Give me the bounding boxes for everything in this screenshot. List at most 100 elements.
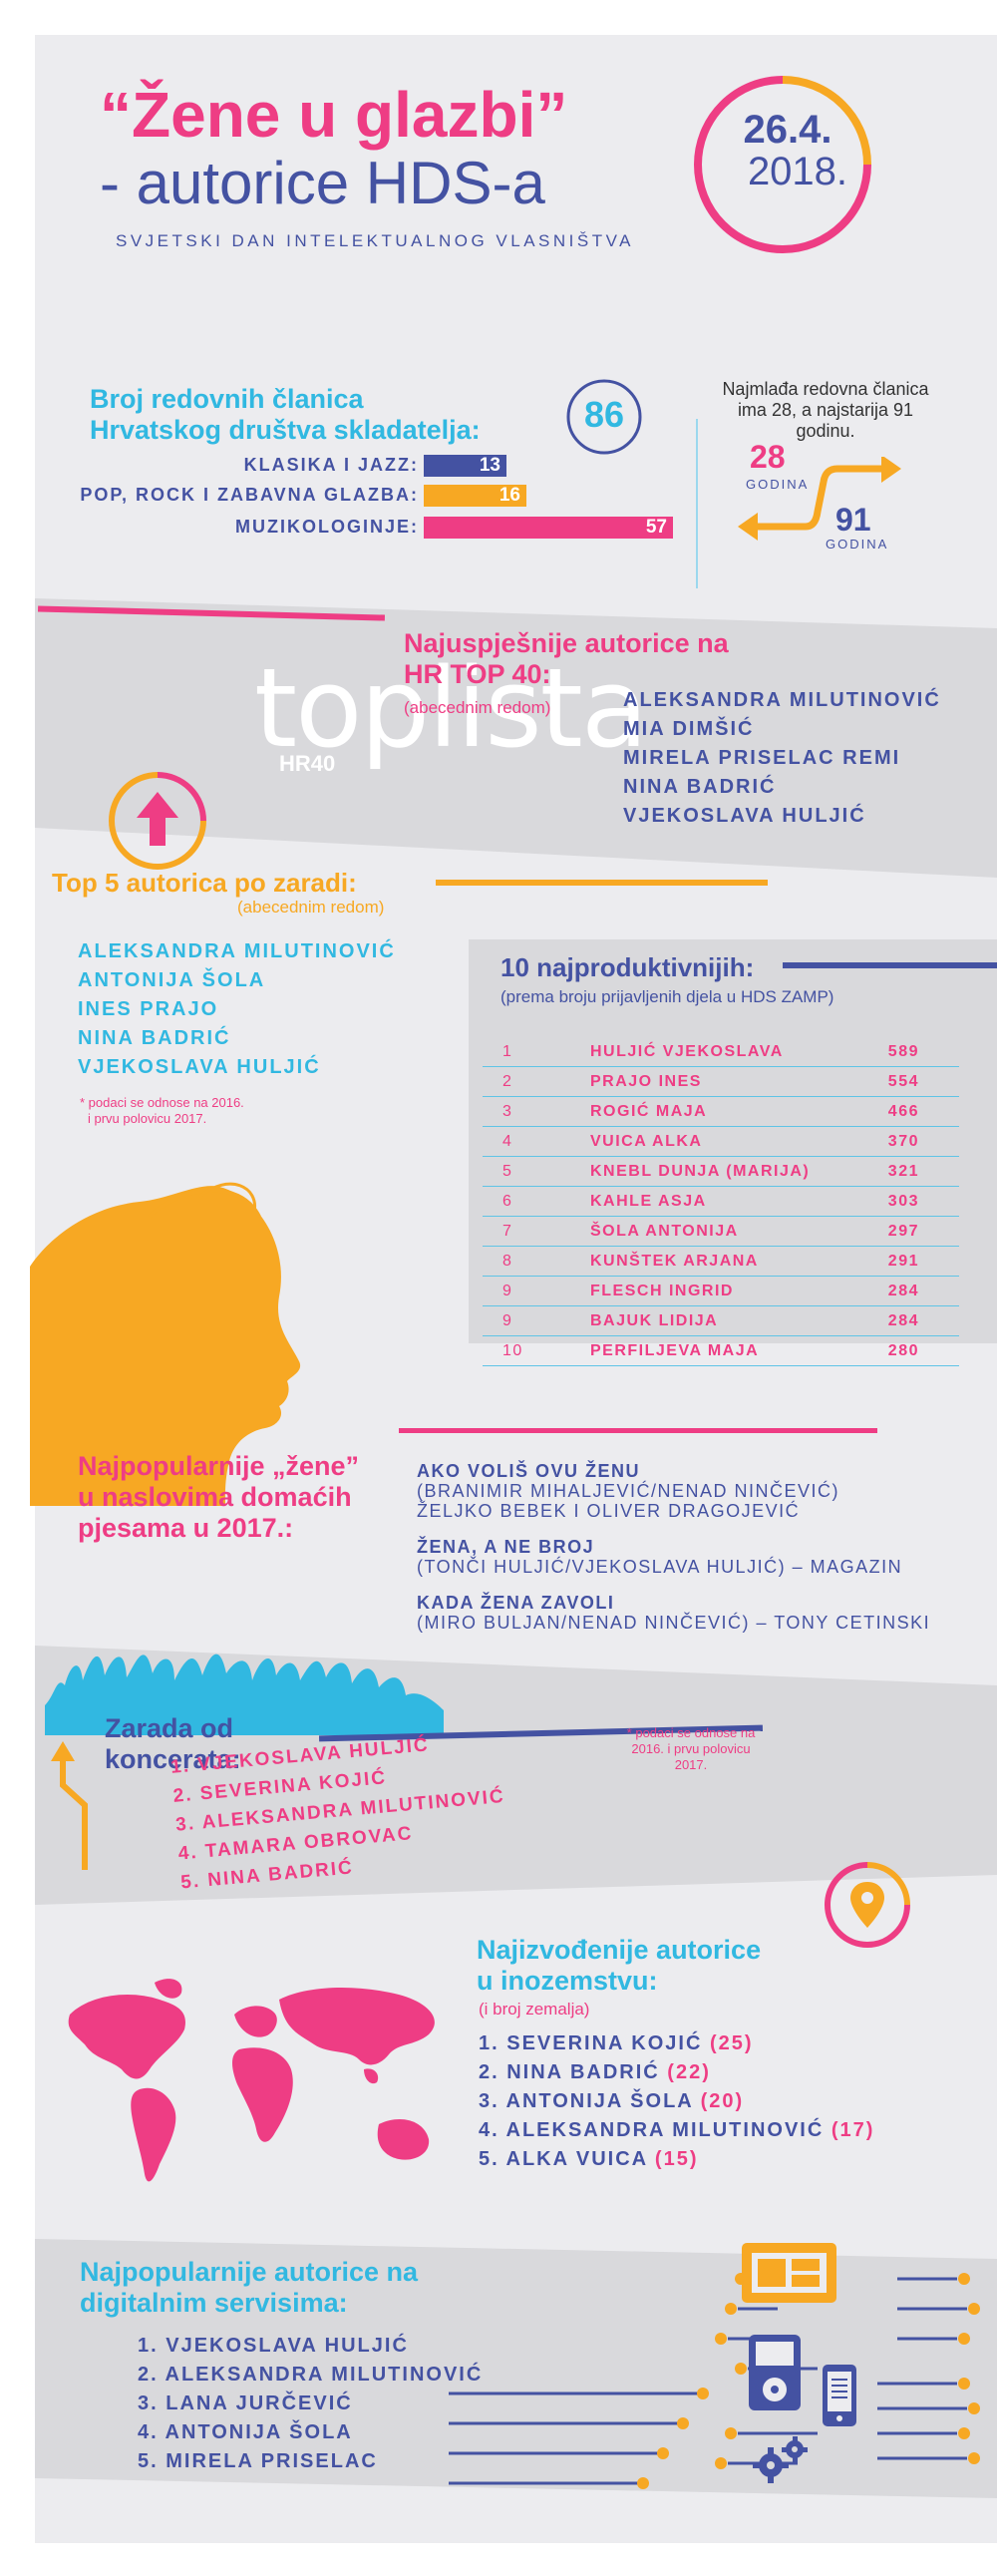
top40-list: ALEKSANDRA MILUTINOVIĆ MIA DIMŠIĆ MIRELA… [623, 686, 941, 831]
members-total: 86 [583, 394, 625, 435]
abroad-note: (i broj zemalja) [479, 2000, 590, 2019]
toplista-logo: toplista [254, 644, 648, 772]
arrow-up-icon [51, 1741, 88, 1870]
songs-accent-line [399, 1428, 877, 1433]
list-item: 3. ANTONIJA ŠOLA (20) [479, 2087, 874, 2116]
digital-heading-line2: digitalnim servisima: [80, 2288, 348, 2318]
songs-heading: Najpopularnije „žene” u naslovima domaći… [78, 1451, 359, 1544]
rank-cell: 9 [483, 1276, 550, 1306]
list-item: ALEKSANDRA MILUTINOVIĆ [623, 689, 941, 711]
divider-line [696, 419, 698, 588]
list-item: 5. ALKA VUICA (15) [479, 2145, 874, 2174]
location-pin-icon [825, 1862, 910, 1948]
productive-note: (prema broju prijavljenih djela u HDS ZA… [500, 987, 834, 1006]
table-row: 7 ŠOLA ANTONIJA 297 [483, 1216, 959, 1247]
count-cell: 284 [849, 1305, 959, 1336]
top40-heading-line1: Najuspješnije autorice na [404, 628, 729, 658]
list-item: 5. MIRELA PRISELAC [138, 2450, 378, 2472]
list-item: NINA BADRIĆ [78, 1027, 231, 1049]
abroad-heading-line1: Najizvođenije autorice [477, 1935, 762, 1965]
rank-cell: 5 [483, 1156, 550, 1187]
earnings-footnote-line1: * podaci se odnose na 2016. [80, 1095, 244, 1110]
table-row: 6 KAHLE ASJA 303 [483, 1186, 959, 1217]
productive-table: 1 HULJIĆ VJEKOSLAVA 5 89 2 PRAJO INES 554 3 ROGI… [483, 1037, 959, 1366]
rank-cell: 3 [483, 1096, 550, 1127]
rank-cell: 1 [483, 1037, 550, 1067]
count-cell: 303 [849, 1186, 959, 1217]
song-performer: ŽELJKO BEBEK I OLIVER DRAGOJEVIĆ [417, 1501, 801, 1521]
world-map-icon [68, 1979, 435, 2182]
table-row: 5 KNEBL DUNJA (MARIJA) 321 [483, 1156, 959, 1187]
smartphone-icon [823, 2365, 856, 2426]
list-item: 4. ALEKSANDRA MILUTINOVIĆ (17) [479, 2116, 874, 2145]
songs-list: AKO VOLIŠ OVU ŽENU (BRANIMIR MIHALJEVIĆ/… [417, 1461, 930, 1633]
count-cell: 466 [849, 1096, 959, 1127]
table-row: 10 PERFILJEVA MAJA 280 [483, 1335, 959, 1366]
songs-heading-line2: u naslovima domaćih [78, 1482, 352, 1512]
table-row: 2 PRAJO INES 554 [483, 1066, 959, 1097]
name-cell: BAJUK LIDIJA [550, 1305, 849, 1336]
name-cell: HULJIĆ VJEKOSLAVA [550, 1037, 849, 1067]
name-cell: KNEBL DUNJA (MARIJA) [550, 1156, 849, 1187]
name-cell: VUICA ALKA [550, 1126, 849, 1157]
ages-arrow [738, 457, 901, 541]
toplista-logo-sub: HR40 [279, 751, 336, 776]
table-row: 9 FLESCH INGRID 284 [483, 1276, 959, 1306]
list-item: MIRELA PRISELAC REMI [623, 747, 901, 769]
table-row: 3 ROGIĆ MAJA 466 [483, 1096, 959, 1127]
date-day: 26.4. [743, 108, 832, 152]
bar-musicology: 57 [424, 517, 673, 539]
bar-pop: 16 [424, 485, 526, 507]
concerts-heading-line2: koncerata: [105, 1744, 241, 1774]
count-cell: 297 [849, 1216, 959, 1247]
digital-list: 1. VJEKOSLAVA HULJIĆ 2. ALEKSANDRA MILUT… [138, 2332, 483, 2476]
digital-heading-line1: Najpopularnije autorice na [80, 2257, 419, 2287]
song-title: AKO VOLIŠ OVU ŽENU [417, 1461, 641, 1481]
age-youngest: 28 [750, 439, 786, 475]
digital-heading: Najpopularnije autorice na digitalnim se… [80, 2257, 418, 2319]
crowd-icon [45, 1654, 444, 1735]
songs-heading-line3: pjesama u 2017.: [78, 1513, 294, 1543]
count-cell: 284 [849, 1276, 959, 1306]
top40-band [35, 598, 997, 878]
date-circle [694, 76, 871, 253]
list-item: 4. ANTONIJA ŠOLA [138, 2421, 353, 2443]
age-youngest-unit: GODINA [746, 477, 810, 492]
list-item: 2. ALEKSANDRA MILUTINOVIĆ [138, 2364, 484, 2386]
earnings-heading: Top 5 autorica po zaradi: [52, 868, 357, 898]
abroad-name: 1. SEVERINA KOJIĆ [479, 2032, 703, 2054]
list-item: 1. SEVERINA KOJIĆ (25) [479, 2029, 874, 2058]
circuit-lines [449, 2273, 980, 2489]
song-item: AKO VOLIŠ OVU ŽENU (BRANIMIR MIHALJEVIĆ/… [417, 1461, 930, 1521]
main-title: “Žene u glazbi” [100, 79, 568, 151]
list-item: 3. LANA JURČEVIĆ [138, 2392, 353, 2414]
list-item: INES PRAJO [78, 998, 219, 1020]
abroad-name: 3. ANTONIJA ŠOLA [479, 2090, 693, 2112]
abroad-name: 4. ALEKSANDRA MILUTINOVIĆ [479, 2119, 825, 2141]
list-item: VJEKOSLAVA HULJIĆ [623, 805, 866, 827]
abroad-count: (22) [667, 2061, 711, 2083]
bar-label-musicology: MUZIKOLOGINJE: [235, 517, 419, 537]
abroad-count: (25) [709, 2032, 754, 2054]
rank-cell: 10 [483, 1335, 550, 1366]
rank-cell: 8 [483, 1246, 550, 1277]
bar-classic: 13 [424, 455, 506, 477]
gears-icon [753, 2436, 808, 2483]
table-row: 4 VUICA ALKA 370 [483, 1126, 959, 1157]
abroad-count: (20) [700, 2090, 745, 2112]
concerts-heading: Zarada od koncerata: [105, 1713, 241, 1775]
concerts-list: 1. VJEKOSLAVA HULJIĆ 2. SEVERINA KOJIĆ 3… [169, 1724, 511, 1897]
earnings-accent-line [436, 880, 768, 886]
name-cell: KUNŠTEK ARJANA [550, 1246, 849, 1277]
concerts-footnote: * podaci se odnose na 2016. i prvu polov… [626, 1725, 756, 1772]
earnings-list: ALEKSANDRA MILUTINOVIĆ ANTONIJA ŠOLA INE… [78, 937, 396, 1082]
count-cell: 280 [849, 1335, 959, 1366]
woman-silhouette-icon [30, 1182, 301, 1506]
song-title: KADA ŽENA ZAVOLI [417, 1593, 615, 1613]
count-cell: 291 [849, 1246, 959, 1277]
table-row: 9 BAJUK LIDIJA 284 [483, 1305, 959, 1336]
subtitle: SVJETSKI DAN INTELEKTUALNOG VLASNIŠTVA [116, 231, 635, 250]
name-cell: ROGIĆ MAJA [550, 1096, 849, 1127]
name-cell: KAHLE ASJA [550, 1186, 849, 1217]
abroad-heading-line2: u inozemstvu: [477, 1966, 658, 1996]
